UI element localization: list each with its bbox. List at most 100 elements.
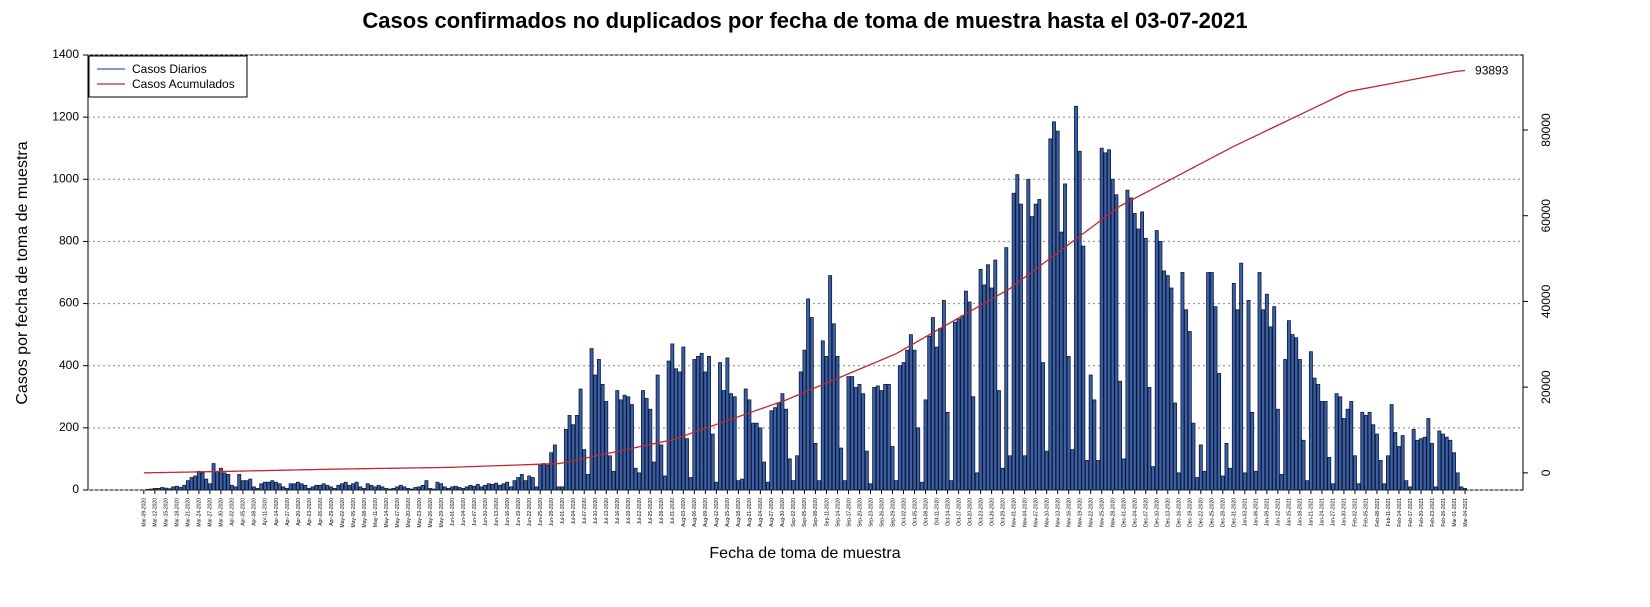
bar xyxy=(1349,401,1354,491)
bar xyxy=(270,480,275,491)
bar xyxy=(318,484,322,491)
bar xyxy=(912,349,917,491)
bar xyxy=(1275,408,1280,491)
x-tick-label: Jan-03-2021 xyxy=(1243,498,1249,526)
x-tick-label: May-17-2020 xyxy=(395,498,401,528)
bar xyxy=(740,478,744,491)
bar xyxy=(204,478,209,491)
x-tick-label: Sep-14-2020 xyxy=(835,498,841,527)
x-tick-label: Oct-29-2020 xyxy=(1000,498,1006,526)
bar xyxy=(670,343,675,491)
bar xyxy=(692,359,697,491)
bar xyxy=(1011,192,1016,491)
x-tick-label: Apr-20-2020 xyxy=(296,498,302,526)
bar xyxy=(626,396,631,491)
bar xyxy=(828,275,833,491)
x-tick-label: Jul-10-2020 xyxy=(593,498,599,525)
bar xyxy=(1030,216,1034,491)
bar xyxy=(163,487,168,491)
bar xyxy=(809,317,814,491)
bar xyxy=(1088,374,1093,491)
bar xyxy=(329,486,333,491)
bar xyxy=(365,483,370,491)
bar xyxy=(1044,450,1049,491)
bar xyxy=(890,446,895,491)
bar xyxy=(883,383,888,491)
bar xyxy=(630,404,634,491)
x-tick-label: Oct-11-2020 xyxy=(934,498,940,526)
bar xyxy=(1147,387,1152,491)
x-tick-label: Dec-19-2020 xyxy=(1188,498,1194,527)
x-tick-label: Jul-19-2020 xyxy=(626,498,632,525)
bar xyxy=(773,407,778,491)
x-tick-label: Nov-25-2020 xyxy=(1100,498,1106,527)
x-tick-label: Apr-14-2020 xyxy=(274,498,280,526)
bar xyxy=(274,481,278,491)
bar xyxy=(941,300,946,491)
bar xyxy=(703,371,708,491)
bar xyxy=(963,290,968,491)
bar xyxy=(919,481,924,491)
x-tick-label: Nov-04-2020 xyxy=(1022,498,1028,527)
bar xyxy=(1099,147,1104,491)
bar xyxy=(1015,174,1020,491)
x-tick-label: Jun-07-2020 xyxy=(472,498,478,526)
bar xyxy=(450,486,455,491)
x-tick-label: Jan-06-2021 xyxy=(1254,498,1260,526)
bar xyxy=(1463,488,1467,491)
bar xyxy=(409,488,414,491)
bar xyxy=(431,488,436,491)
bar xyxy=(831,323,836,491)
bar xyxy=(1096,460,1100,491)
x-tick-label: May-29-2020 xyxy=(439,498,445,528)
bar xyxy=(428,488,433,491)
bar xyxy=(1345,408,1350,491)
bar xyxy=(905,349,910,491)
x-tick-label: Aug-15-2020 xyxy=(725,498,731,527)
bar xyxy=(1272,306,1277,491)
x-tick-label: Mar-12-2020 xyxy=(153,498,159,527)
x-tick-label: Oct-26-2020 xyxy=(989,498,995,526)
bar xyxy=(321,483,326,491)
bar xyxy=(710,433,715,491)
bar xyxy=(1327,456,1332,491)
bar xyxy=(875,385,880,491)
x-axis-label: Fecha de toma de muestra xyxy=(709,545,900,562)
bar xyxy=(813,442,818,491)
bar xyxy=(303,484,308,491)
x-tick-label: Jan-30-2021 xyxy=(1342,498,1348,526)
bar xyxy=(340,483,344,491)
bar xyxy=(1224,442,1229,491)
bar xyxy=(949,480,954,491)
bar xyxy=(1019,203,1023,491)
bar xyxy=(174,485,179,491)
bar xyxy=(160,487,165,491)
bar xyxy=(780,393,785,491)
bar xyxy=(923,399,928,491)
bar xyxy=(519,474,524,491)
bar xyxy=(523,480,528,491)
bar xyxy=(1008,455,1012,491)
bar xyxy=(1297,359,1302,491)
bar xyxy=(380,486,385,491)
x-tick-label: Feb-02-2021 xyxy=(1353,498,1359,527)
bar xyxy=(1246,300,1251,491)
bar xyxy=(420,484,425,491)
bar xyxy=(1400,435,1405,491)
x-tick-label: Sep-17-2020 xyxy=(846,498,852,527)
bar xyxy=(527,475,532,491)
bar xyxy=(802,349,807,491)
bar xyxy=(362,488,366,491)
bar xyxy=(985,264,990,491)
bar xyxy=(725,357,730,491)
bar xyxy=(387,488,392,491)
x-tick-label: Jun-10-2020 xyxy=(483,498,489,526)
bar xyxy=(1055,130,1060,491)
bar xyxy=(1114,194,1119,491)
bar xyxy=(1213,306,1218,491)
x-tick-label: May-08-2020 xyxy=(362,498,368,528)
x-tick-label: Jun-25-2020 xyxy=(538,498,544,526)
bar xyxy=(589,348,594,491)
bar xyxy=(1386,455,1390,491)
bar xyxy=(336,484,341,491)
